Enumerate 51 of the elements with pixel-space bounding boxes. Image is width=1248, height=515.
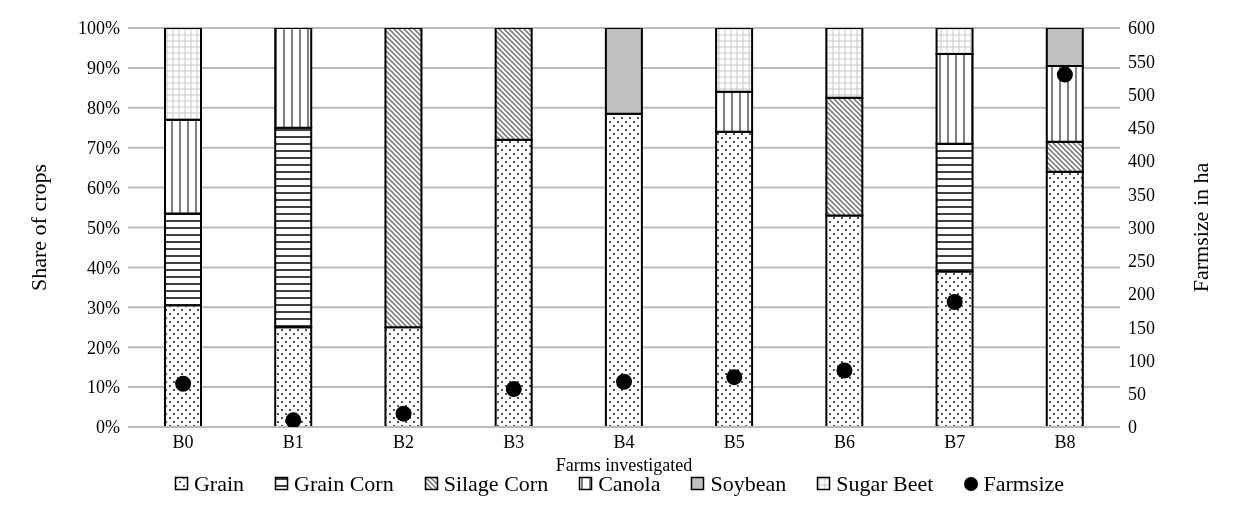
point	[285, 412, 302, 427]
y2-tick-label: 400	[1128, 151, 1155, 172]
y-tick-label: 80%	[87, 98, 120, 119]
x-tick-label: B4	[613, 431, 635, 452]
y-tick-label: 70%	[87, 138, 120, 159]
point	[175, 375, 192, 392]
y2-tick-label: 150	[1128, 317, 1155, 338]
point	[946, 293, 963, 310]
y-tick-label: 100%	[78, 18, 120, 39]
y-axis-title: Share of crops	[25, 163, 51, 292]
x-tick-label: B0	[172, 431, 194, 452]
y2-tick-label: 500	[1128, 84, 1155, 105]
y2-tick-label: 250	[1128, 251, 1155, 272]
y2-tick-label: 450	[1128, 118, 1155, 139]
legend-label: Silage Corn	[442, 471, 549, 497]
point	[395, 405, 412, 422]
x-tick-label: B1	[282, 431, 304, 452]
point	[616, 373, 632, 390]
point	[1056, 66, 1073, 83]
y-tick-label: 90%	[87, 58, 120, 79]
x-tick-label: B8	[1054, 431, 1076, 452]
legend-label: Grain	[192, 471, 245, 497]
legend-label: Farmsize	[982, 471, 1065, 497]
point	[726, 369, 743, 386]
y2-tick-label: 100	[1128, 350, 1155, 371]
y-tick-label: 20%	[87, 337, 120, 358]
legend-label: Soybean	[709, 471, 787, 497]
point	[836, 362, 853, 379]
y2-tick-label: 600	[1128, 18, 1155, 39]
y2-tick-label: 0	[1128, 417, 1137, 438]
x-tick-label: B2	[393, 431, 415, 452]
y-tick-label: 0%	[96, 417, 120, 438]
y2-tick-label: 300	[1128, 217, 1155, 238]
y2-tick-label: 550	[1128, 51, 1155, 72]
y-tick-label: 30%	[87, 297, 120, 318]
legend-label: Sugar Beet	[835, 471, 934, 497]
y2-tick-label: 50	[1128, 384, 1146, 405]
x-axis-title: Farms investigated	[555, 455, 693, 475]
y-tick-label: 40%	[87, 257, 120, 278]
x-tick-label: B3	[503, 431, 525, 452]
y2-tick-label: 200	[1128, 284, 1155, 305]
y2-tick-label: 350	[1128, 184, 1155, 205]
y-tick-label: 60%	[87, 177, 120, 198]
y-tick-label: 10%	[87, 377, 120, 398]
legend-label: Grain Corn	[293, 471, 394, 497]
point	[505, 381, 522, 398]
x-tick-label: B5	[723, 431, 745, 452]
y-tick-label: 50%	[87, 217, 120, 238]
x-tick-label: B7	[944, 431, 966, 452]
x-tick-label: B6	[833, 431, 855, 452]
y2-axis-title: Farmsize in ha	[1187, 162, 1213, 293]
